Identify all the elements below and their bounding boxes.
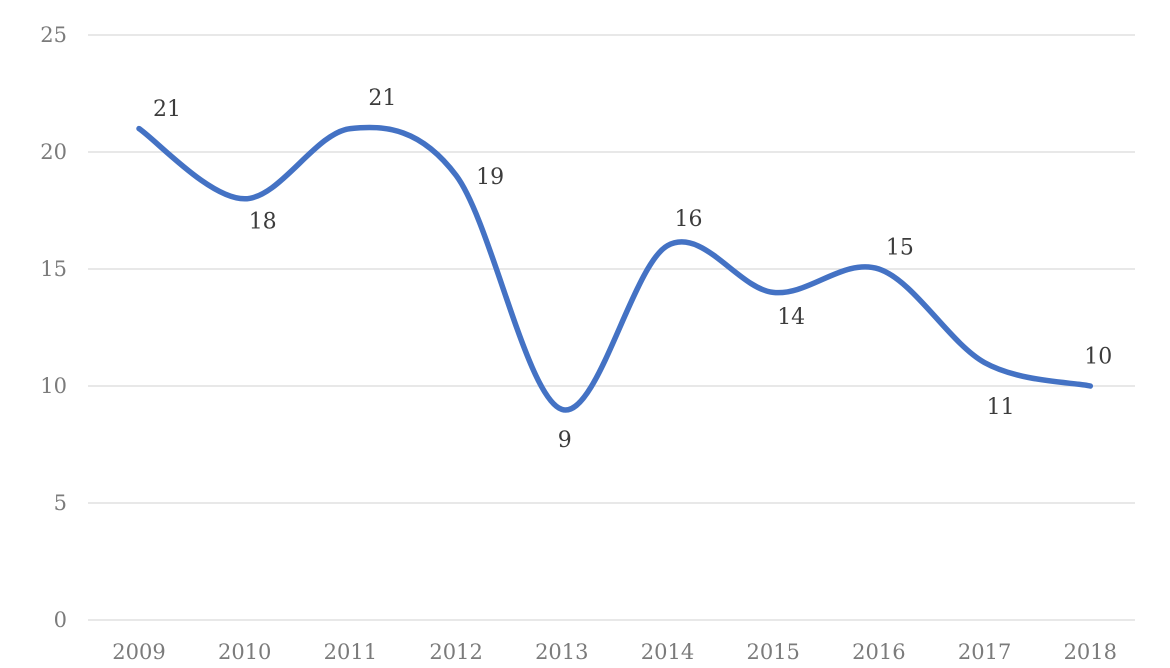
- y-axis-tick-label: 20: [40, 140, 67, 164]
- data-point-label: 11: [987, 395, 1015, 420]
- data-point-label: 21: [153, 97, 181, 122]
- x-axis-tick-label: 2014: [641, 640, 694, 664]
- y-axis-tick-label: 5: [54, 491, 67, 515]
- data-point-label: 14: [777, 305, 805, 330]
- data-point-label: 18: [249, 209, 277, 234]
- data-point-label: 10: [1084, 345, 1112, 370]
- x-axis-tick-label: 2011: [324, 640, 377, 664]
- y-axis-tick-label: 10: [40, 374, 67, 398]
- x-axis-tick-label: 2017: [958, 640, 1011, 664]
- data-point-label: 19: [476, 165, 504, 190]
- x-axis-tick-label: 2016: [852, 640, 905, 664]
- data-point-label: 9: [558, 428, 572, 453]
- y-axis-tick-label: 0: [54, 608, 67, 632]
- data-point-label: 21: [368, 86, 396, 111]
- x-axis-tick-label: 2013: [535, 640, 588, 664]
- x-axis-tick-label: 2015: [746, 640, 799, 664]
- y-axis-tick-label: 15: [40, 257, 67, 281]
- x-axis-tick-label: 2018: [1064, 640, 1117, 664]
- x-axis-tick-label: 2012: [429, 640, 482, 664]
- x-axis-tick-label: 2009: [112, 640, 165, 664]
- series-line: [136, 124, 1094, 413]
- data-point-label: 15: [886, 236, 914, 261]
- data-point-label: 16: [675, 207, 703, 232]
- x-axis-tick-label: 2010: [218, 640, 271, 664]
- y-axis-tick-label: 25: [40, 23, 67, 47]
